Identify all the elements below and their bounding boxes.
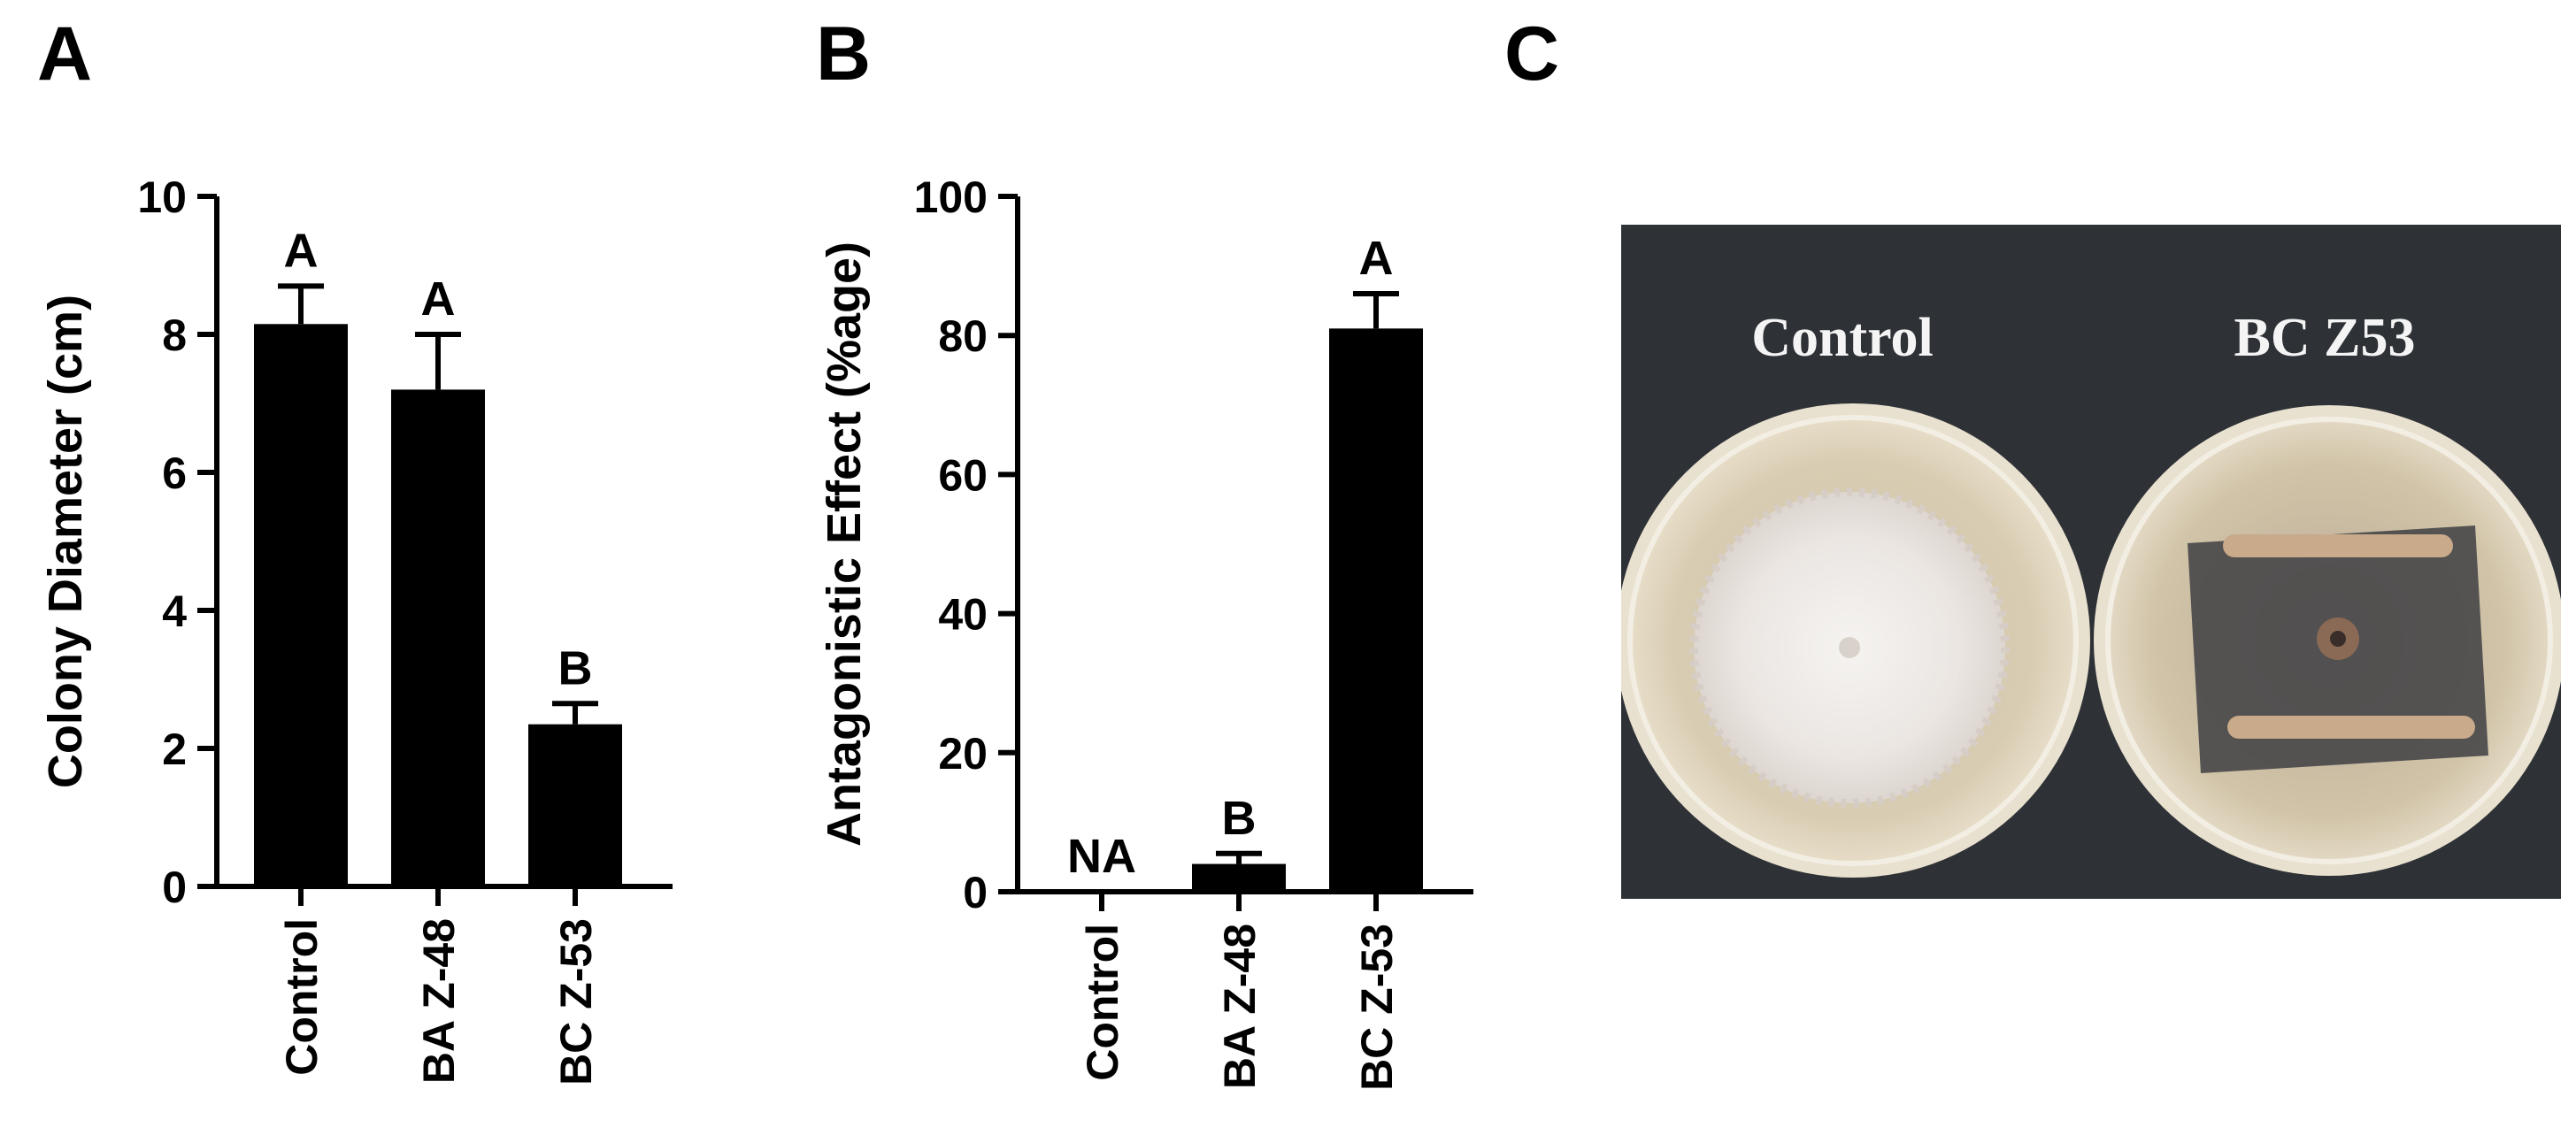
significance-letter: A	[284, 224, 319, 277]
y-axis-label: Antagonistic Effect (%age)	[818, 242, 871, 847]
significance-letter: B	[558, 641, 593, 694]
bar	[254, 324, 348, 886]
bacterial-streak-bottom	[2227, 716, 2475, 739]
y-tick-label: 2	[162, 725, 187, 774]
y-tick-label: 100	[914, 173, 988, 222]
y-tick-label: 0	[162, 863, 187, 912]
y-tick-label: 8	[162, 311, 187, 360]
significance-letter: A	[1359, 232, 1394, 285]
bar	[528, 724, 622, 886]
bc-z53-plate	[2094, 405, 2561, 876]
panel-letter-b: B	[816, 12, 872, 96]
y-tick-label: 60	[938, 450, 988, 500]
bacterial-streak-top	[2223, 534, 2453, 557]
bar	[391, 389, 485, 886]
antagonistic-effect-chart: 0 20 40 60 80 100 Antagonistic Effect (%age) NA…	[818, 173, 1473, 1091]
panel-letter-c: C	[1504, 12, 1560, 96]
panel-letter-a: A	[37, 12, 93, 96]
y-tick-label: 80	[938, 311, 988, 361]
y-axis-label: Colony Diameter (cm)	[39, 295, 92, 788]
photo-label-bc-z53: BC Z53	[2234, 308, 2416, 368]
significance-letter: NA	[1067, 830, 1136, 883]
y-tick-label: 4	[162, 587, 187, 636]
y-tick-label: 10	[137, 173, 187, 222]
significance-letter: A	[421, 272, 456, 326]
bar	[1329, 328, 1423, 893]
y-tick-label: 20	[938, 729, 988, 779]
control-plate	[1621, 403, 2090, 878]
x-tick-label: BC Z-53	[551, 918, 601, 1085]
significance-letter: B	[1222, 792, 1257, 845]
x-tick-label: Control	[277, 918, 327, 1076]
colony-diameter-chart: 0 2 4 6 8 10 Colony Diameter (cm) A Control A BA Z…	[39, 173, 673, 1085]
y-tick-label: 6	[162, 449, 187, 498]
bar	[1192, 863, 1286, 892]
y-tick-label: 40	[938, 590, 988, 640]
x-tick-label: BA Z-48	[414, 918, 464, 1084]
x-tick-label: BA Z-48	[1215, 924, 1265, 1089]
photo-label-control: Control	[1751, 308, 1934, 368]
x-tick-label: Control	[1078, 924, 1127, 1081]
y-tick-label: 0	[963, 868, 988, 917]
petri-dish-photo: Control BC Z53	[1621, 225, 2561, 899]
x-tick-label: BC Z-53	[1352, 924, 1402, 1091]
